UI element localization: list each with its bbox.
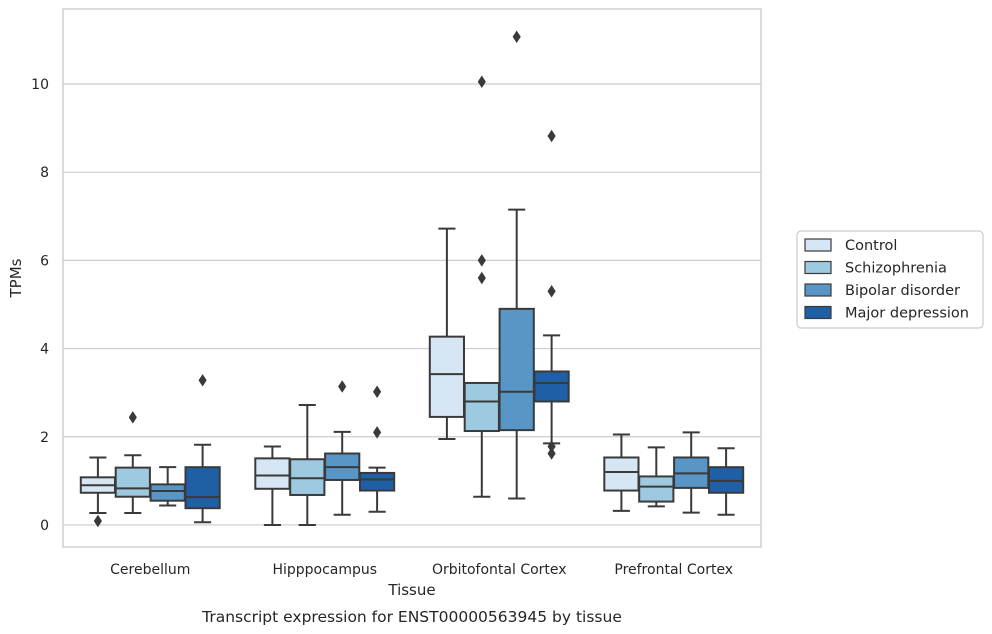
iqr-box <box>184 466 221 510</box>
outlier-point <box>547 284 556 298</box>
outlier-point <box>477 254 486 267</box>
outlier-point <box>338 380 347 393</box>
x-tick-label: Cerebellum <box>110 562 190 578</box>
y-tick-label: 4 <box>40 342 49 358</box>
box-schizophrenia <box>289 404 326 526</box>
iqr-box <box>498 307 535 432</box>
chart-caption: Transcript expression for ENST0000056394… <box>201 608 622 626</box>
box-control <box>254 445 291 526</box>
legend-label: Major depression <box>845 306 969 322</box>
y-tick-label: 6 <box>40 253 49 269</box>
y-axis-label: TPMs <box>7 258 25 298</box>
grid-layer <box>63 83 761 526</box>
y-tick-label: 2 <box>40 430 49 446</box>
iqr-box <box>149 483 186 502</box>
box-major-depression <box>358 385 396 513</box>
box-major-depression <box>184 374 221 524</box>
box-schizophrenia <box>114 411 151 515</box>
box-major-depression <box>533 129 570 460</box>
legend-swatch <box>804 283 832 297</box>
y-tick-label: 10 <box>31 77 49 93</box>
iqr-box <box>638 475 675 503</box>
x-tick-label: Prefrontal Cortex <box>614 562 733 578</box>
box-schizophrenia <box>638 446 675 508</box>
legend-swatch <box>804 238 832 252</box>
box-bipolar-disorder <box>498 30 535 500</box>
outlier-point <box>547 447 556 460</box>
box-bipolar-disorder <box>673 431 710 514</box>
iqr-box <box>289 458 326 496</box>
box-control <box>428 227 466 440</box>
y-tick-label: 0 <box>40 518 49 534</box>
legend-swatch <box>804 305 832 320</box>
iqr-box <box>358 471 396 492</box>
outlier-point <box>547 440 556 453</box>
outlier-point <box>477 271 486 285</box>
outlier-point <box>477 75 486 88</box>
y-tick-label: 8 <box>40 165 49 181</box>
legend: Control Schizophrenia Bipolar disorder Majo… <box>796 230 984 329</box>
legend-label: Control <box>845 238 897 254</box>
box-bipolar-disorder <box>149 466 186 507</box>
iqr-box <box>428 335 466 418</box>
box-control <box>603 433 640 512</box>
axis-layer: 0 2 4 6 8 10 Cerebellum Hipppocampus Orbitofonta… <box>31 77 733 578</box>
outlier-point <box>93 514 102 528</box>
iqr-box <box>114 466 151 498</box>
outlier-point <box>547 129 556 143</box>
box-control <box>79 456 117 528</box>
legend-label: Bipolar disorder <box>845 283 960 299</box>
iqr-box <box>603 456 640 492</box>
box-bipolar-disorder <box>324 380 361 516</box>
iqr-box <box>463 381 500 433</box>
outlier-point <box>512 30 521 44</box>
legend-swatch <box>804 260 832 275</box>
iqr-box <box>254 457 291 490</box>
box-major-depression <box>707 447 745 516</box>
legend-label: Schizophrenia <box>845 261 947 277</box>
outlier-point <box>373 385 382 399</box>
x-axis-label: Tissue <box>387 581 435 599</box>
box-schizophrenia <box>463 75 500 498</box>
outlier-point <box>128 411 137 424</box>
outlier-point <box>198 374 207 387</box>
iqr-box <box>533 370 570 403</box>
plot-area-frame <box>62 8 762 548</box>
x-tick-label: Orbitofontal Cortex <box>432 562 567 578</box>
x-tick-label: Hipppocampus <box>272 562 377 578</box>
box-layer <box>79 30 745 528</box>
outlier-point <box>373 426 382 439</box>
legend-frame <box>796 230 984 329</box>
